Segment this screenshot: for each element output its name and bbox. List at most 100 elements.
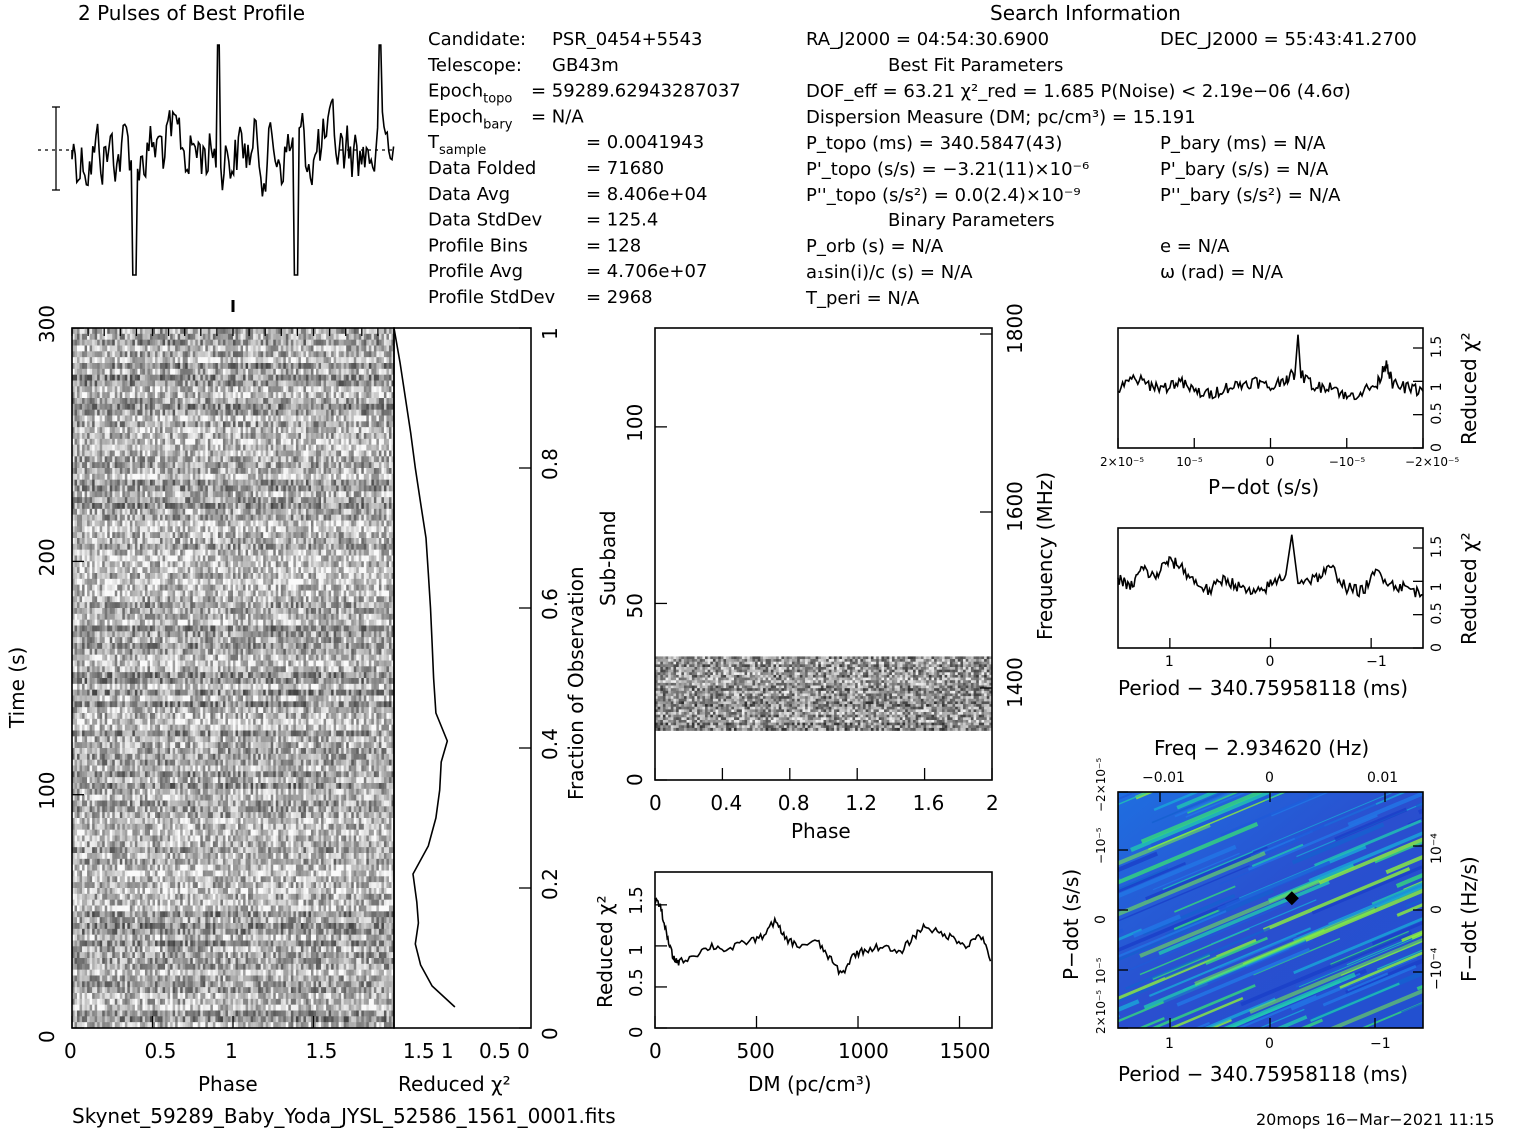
time-phase-cell [102,550,105,556]
time-phase-cell [225,328,228,334]
time-phase-cell [115,392,118,398]
time-phase-cell [376,357,379,363]
time-phase-cell [140,526,143,532]
time-phase-cell [185,369,188,375]
time-phase-cell [163,550,166,556]
time-phase-cell [361,451,364,457]
time-phase-cell [218,375,221,381]
time-phase-cell [258,386,261,392]
time-phase-cell [263,392,266,398]
time-phase-cell [263,526,266,532]
time-phase-cell [158,474,161,480]
time-phase-cell [223,503,226,509]
time-phase-cell [308,462,311,468]
omega-value: ω (rad) = N/A [1160,262,1284,283]
time-phase-cell [230,468,233,474]
time-phase-cell [115,439,118,445]
time-phase-cell [87,404,90,410]
time-phase-cell [301,404,304,410]
time-phase-cell [288,433,291,439]
time-phase-cell [379,462,382,468]
time-phase-cell [97,369,100,375]
time-phase-cell [137,509,140,515]
time-phase-cell [193,550,196,556]
time-phase-cell [248,497,251,503]
time-phase-cell [344,363,347,369]
time-phase-cell [344,544,347,550]
time-phase-cell [188,346,191,352]
time-phase-cell [246,526,249,532]
time-phase-cell [326,486,329,492]
time-phase-cell [384,456,387,462]
time-phase-cell [110,421,113,427]
time-phase-cell [246,375,249,381]
time-phase-cell [102,340,105,346]
time-phase-cell [82,474,85,480]
time-phase-cell [80,462,83,468]
time-phase-cell [193,480,196,486]
time-phase-cell [233,427,236,433]
time-phase-cell [178,538,181,544]
time-phase-cell [115,416,118,422]
time-phase-cell [170,346,173,352]
time-phase-cell [276,526,279,532]
time-phase-cell [331,468,334,474]
time-phase-cell [376,433,379,439]
time-phase-cell [314,480,317,486]
time-phase-cell [293,369,296,375]
time-phase-cell [371,486,374,492]
time-phase-cell [102,346,105,352]
time-phase-cell [203,433,206,439]
time-phase-cell [261,486,264,492]
time-phase-cell [223,550,226,556]
time-phase-cell [303,334,306,340]
time-phase-cell [379,474,382,480]
time-phase-cell [356,351,359,357]
time-phase-cell [190,375,193,381]
time-phase-cell [210,340,213,346]
time-phase-cell [326,334,329,340]
time-phase-cell [208,515,211,521]
time-phase-cell [301,416,304,422]
time-phase-cell [200,363,203,369]
time-phase-cell [180,328,183,334]
time-phase-cell [379,451,382,457]
time-phase-cell [77,340,80,346]
time-phase-cell [140,544,143,550]
time-phase-cell [346,340,349,346]
time-phase-cell [266,526,269,532]
time-phase-cell [336,526,339,532]
time-phase-cell [344,439,347,445]
time-phase-cell [225,474,228,480]
time-phase-cell [321,416,324,422]
time-phase-cell [135,462,138,468]
time-phase-cell [311,538,314,544]
time-phase-cell [258,421,261,427]
time-phase-cell [241,439,244,445]
time-phase-cell [125,351,128,357]
time-phase-cell [112,491,115,497]
time-phase-cell [246,363,249,369]
time-phase-cell [105,503,108,509]
time-phase-cell [293,334,296,340]
time-phase-cell [168,410,171,416]
time-phase-cell [303,544,306,550]
time-phase-cell [140,386,143,392]
time-phase-cell [188,550,191,556]
time-phase-cell [243,410,246,416]
time-phase-cell [366,433,369,439]
time-phase-cell [107,328,110,334]
time-phase-cell [236,340,239,346]
time-phase-cell [293,351,296,357]
time-phase-cell [389,334,392,340]
time-phase-cell [200,340,203,346]
time-phase-cell [361,363,364,369]
time-phase-cell [296,515,299,521]
time-phase-cell [95,427,98,433]
time-phase-cell [276,515,279,521]
time-phase-cell [105,521,108,527]
time-phase-cell [82,328,85,334]
time-phase-cell [160,433,163,439]
time-phase-cell [381,480,384,486]
time-phase-cell [364,491,367,497]
